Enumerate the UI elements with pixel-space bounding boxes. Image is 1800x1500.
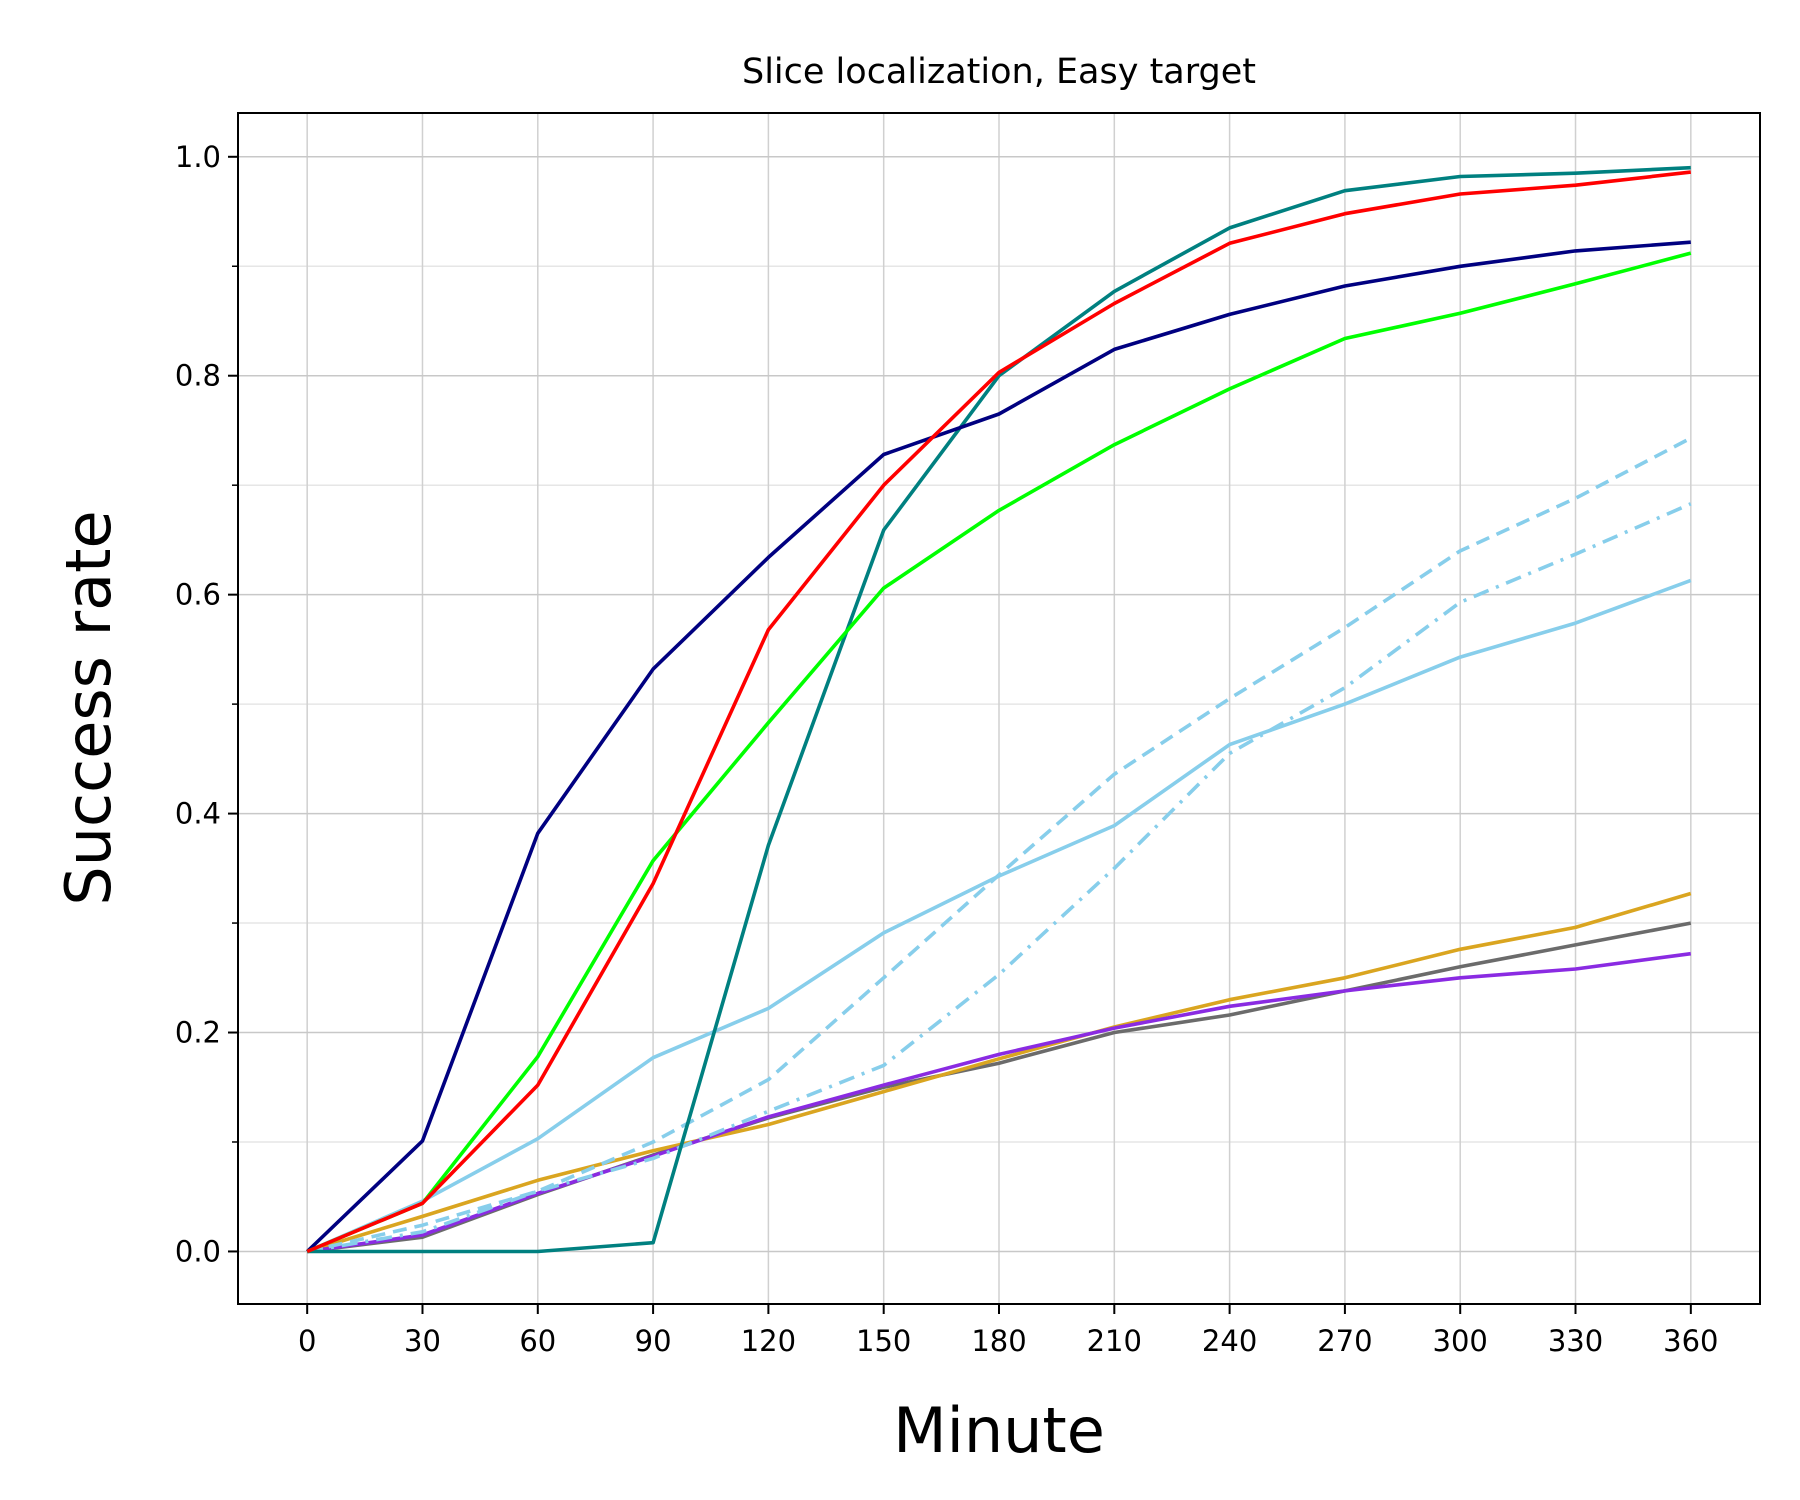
series-line-9 (306, 251, 1692, 1254)
y-axis-label: Success rate (52, 510, 125, 905)
series-lines (305, 165, 1692, 1254)
series-line-8 (305, 240, 1691, 1253)
x-tick-label: 210 (1087, 1324, 1142, 1358)
y-tick-label: 0.4 (175, 797, 221, 831)
y-tick-label: 0.2 (175, 1016, 221, 1050)
series-line-3 (306, 951, 1692, 1254)
series-line-10 (306, 170, 1692, 1254)
x-axis-label: Minute (893, 1394, 1105, 1467)
y-tick-label: 1.0 (175, 140, 221, 174)
x-tick-label: 120 (741, 1324, 796, 1358)
y-tick-label: 0.8 (175, 359, 221, 393)
x-tick-label: 30 (404, 1324, 441, 1358)
axis-ticks: 0 30 60 90 120 150 180 210 240 270 300 330 360 0.0 0.2… (175, 140, 1719, 1358)
series-line-2 (306, 891, 1692, 1254)
chart-title: Slice localization, Easy target (742, 52, 1256, 92)
x-tick-label: 150 (856, 1324, 911, 1358)
x-tick-label: 240 (1202, 1324, 1257, 1358)
y-tick-label: 0.0 (175, 1234, 221, 1268)
x-tick-label: 180 (971, 1324, 1026, 1358)
x-tick-label: 360 (1663, 1324, 1718, 1358)
x-tick-label: 90 (635, 1324, 672, 1358)
x-tick-label: 300 (1433, 1324, 1488, 1358)
series-line-7 (307, 165, 1691, 1254)
grid (238, 113, 1760, 1304)
x-tick-label: 270 (1317, 1324, 1372, 1358)
x-tick-label: 0 (298, 1324, 316, 1358)
x-tick-label: 330 (1548, 1324, 1603, 1358)
series-line-6 (306, 578, 1692, 1254)
x-tick-label: 60 (519, 1324, 556, 1358)
y-tick-label: 0.6 (175, 578, 221, 612)
